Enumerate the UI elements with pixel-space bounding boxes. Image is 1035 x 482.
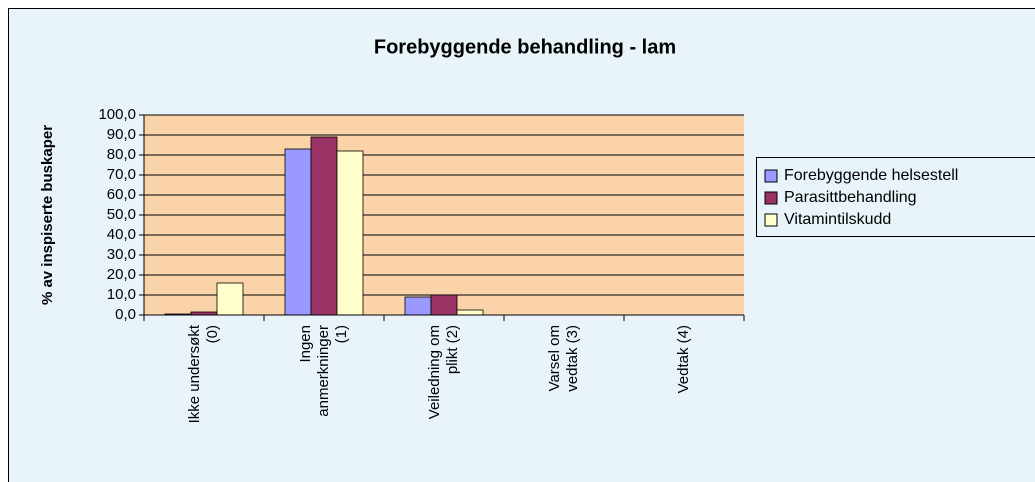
x-tick-label: Ikke undersøkt (0) bbox=[186, 324, 221, 423]
x-tick-label: Veiledning om plikt (2) bbox=[426, 325, 461, 419]
y-tick-label: 0,0 bbox=[115, 306, 136, 323]
y-tick-label: 20,0 bbox=[107, 266, 136, 283]
chart-title: Forebyggende behandling - lam bbox=[374, 36, 676, 58]
bar bbox=[284, 148, 312, 316]
legend-box bbox=[756, 157, 1035, 237]
legend-swatch bbox=[764, 191, 778, 205]
y-tick-label: 100,0 bbox=[98, 106, 136, 123]
legend-label: Vitamintilskudd bbox=[784, 211, 891, 228]
y-tick-label: 30,0 bbox=[107, 246, 136, 263]
x-tick-label: Varsel om vedtak (3) bbox=[546, 325, 581, 396]
legend-label: Forebyggende helsestell bbox=[784, 167, 958, 184]
legend-swatch bbox=[764, 213, 778, 227]
x-tick-label: Vedtak (4) bbox=[675, 325, 692, 393]
legend-swatch bbox=[764, 169, 778, 183]
y-tick-label: 10,0 bbox=[107, 286, 136, 303]
bar bbox=[430, 294, 458, 316]
x-tick-label: Ingen anmerkninger (1) bbox=[297, 325, 350, 421]
bar bbox=[216, 282, 244, 316]
y-tick-label: 40,0 bbox=[107, 226, 136, 243]
bar bbox=[310, 136, 338, 316]
bar bbox=[456, 309, 484, 316]
y-tick-label: 50,0 bbox=[107, 206, 136, 223]
bar bbox=[336, 150, 364, 316]
y-axis-label: % av inspiserte buskaper bbox=[39, 125, 56, 305]
y-tick-label: 60,0 bbox=[107, 186, 136, 203]
y-tick-label: 90,0 bbox=[107, 126, 136, 143]
bar bbox=[404, 296, 432, 316]
legend-label: Parasittbehandling bbox=[784, 189, 917, 206]
y-tick-label: 70,0 bbox=[107, 166, 136, 183]
y-tick-label: 80,0 bbox=[107, 146, 136, 163]
